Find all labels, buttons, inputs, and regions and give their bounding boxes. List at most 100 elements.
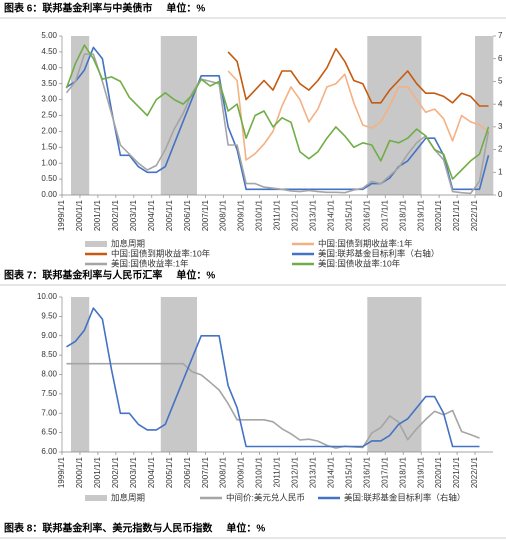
- x-tick-label: 2020/1/1: [434, 456, 443, 488]
- y2-tick-label: 2: [498, 145, 503, 154]
- hike-band: [187, 36, 197, 195]
- hike-band: [160, 36, 171, 195]
- x-tick-label: 2000/1/1: [75, 456, 84, 488]
- legend-swatch: [85, 241, 107, 247]
- y-tick-label: 2.50: [41, 111, 57, 120]
- hike-band: [376, 297, 386, 452]
- legend-label: 加息周期: [111, 238, 145, 248]
- y2-tick-label: 4: [498, 99, 503, 108]
- series-line: [65, 53, 490, 195]
- x-tick-label: 2022/1/1: [470, 456, 479, 488]
- x-tick-label: 2009/1/1: [237, 456, 246, 488]
- x-tick-label: 2006/1/1: [183, 199, 192, 231]
- y-tick-label: 7.00: [41, 408, 57, 417]
- hike-band: [169, 36, 180, 195]
- hike-band: [169, 297, 180, 452]
- header-unit: 单位：%: [166, 2, 205, 15]
- x-tick-label: 2021/1/1: [452, 456, 461, 488]
- x-tick-label: 2020/1/1: [434, 199, 443, 231]
- y2-tick-label: 1: [498, 167, 503, 176]
- x-tick-label: 2010/1/1: [255, 456, 264, 488]
- y-tick-label: 7.50: [41, 389, 57, 398]
- y-tick-label: 3.00: [41, 95, 57, 104]
- y2-tick-label: 6: [498, 54, 503, 63]
- x-tick-label: 2010/1/1: [255, 199, 264, 231]
- x-tick-label: 2001/1/1: [93, 456, 102, 488]
- legend-label: 中间价:美元兑人民币: [226, 492, 305, 502]
- hike-band: [484, 36, 494, 195]
- hike-band: [160, 297, 171, 452]
- hike-band: [412, 36, 422, 195]
- series-line: [65, 44, 490, 180]
- hike-band: [70, 36, 81, 195]
- x-tick-label: 2022/1/1: [470, 199, 479, 231]
- x-tick-label: 2017/1/1: [380, 456, 389, 488]
- x-tick-label: 2016/1/1: [362, 456, 371, 488]
- x-tick-label: 2014/1/1: [326, 456, 335, 488]
- y-tick-label: 6.00: [41, 447, 57, 456]
- x-tick-label: 2002/1/1: [111, 199, 120, 231]
- x-tick-label: 2007/1/1: [201, 456, 210, 488]
- y-tick-label: 5.00: [41, 31, 57, 40]
- hike-band: [403, 297, 413, 452]
- header-title: 图表 7：联邦基金利率与人民币汇率: [4, 269, 162, 282]
- hike-band: [385, 36, 395, 195]
- y-tick-label: 6.50: [41, 428, 57, 437]
- x-tick-label: 2018/1/1: [398, 456, 407, 488]
- hike-band: [376, 36, 386, 195]
- x-tick-label: 2000/1/1: [75, 199, 84, 231]
- header-unit: 单位：%: [226, 522, 265, 535]
- hike-band: [394, 297, 404, 452]
- x-tick-label: 2018/1/1: [398, 199, 407, 231]
- y2-tick-label: 0: [498, 190, 503, 199]
- hike-band: [178, 297, 189, 452]
- y-tick-label: 10.00: [37, 292, 58, 301]
- hike-band: [403, 36, 413, 195]
- hike-band: [79, 297, 90, 452]
- y-tick-label: 4.50: [41, 47, 57, 56]
- y2-tick-label: 7: [498, 31, 503, 40]
- x-tick-label: 2009/1/1: [237, 199, 246, 231]
- series-line: [227, 47, 489, 107]
- x-tick-label: 2008/1/1: [219, 456, 228, 488]
- hike-band: [385, 297, 395, 452]
- hike-band: [412, 297, 422, 452]
- y-tick-label: 1.50: [41, 142, 57, 151]
- x-tick-label: 2012/1/1: [291, 199, 300, 231]
- x-tick-label: 2011/1/1: [273, 456, 282, 487]
- hike-band: [367, 36, 377, 195]
- y2-tick-label: 5: [498, 77, 503, 86]
- legend-label: 美国:国债收益率:1年: [111, 258, 189, 268]
- x-tick-label: 2011/1/1: [273, 199, 282, 230]
- hike-band: [367, 297, 377, 452]
- legend-label: 美国:联邦基金目标利率（右轴）: [318, 248, 439, 258]
- header-title: 图表 8：联邦基金利率、美元指数与人民币指数: [4, 522, 213, 535]
- x-tick-label: 2005/1/1: [165, 456, 174, 488]
- x-tick-label: 2005/1/1: [165, 199, 174, 231]
- x-tick-label: 2021/1/1: [452, 199, 461, 231]
- hike-band: [70, 297, 81, 452]
- y-tick-label: 8.00: [41, 370, 57, 379]
- plot: [65, 36, 494, 195]
- hike-band: [178, 36, 189, 195]
- x-tick-label: 2013/1/1: [309, 456, 318, 488]
- plot: [66, 297, 480, 452]
- x-tick-label: 2006/1/1: [183, 456, 192, 488]
- y-tick-label: 0.00: [41, 190, 57, 199]
- y-tick-label: 3.50: [41, 79, 57, 88]
- y-tick-label: 0.50: [41, 174, 57, 183]
- y-tick-label: 1.00: [41, 158, 57, 167]
- legend-label: 中国:国债到期收益率:10年: [111, 248, 211, 258]
- y2-tick-label: 3: [498, 122, 503, 131]
- x-tick-label: 2015/1/1: [344, 456, 353, 488]
- x-tick-label: 2008/1/1: [219, 199, 228, 231]
- hike-band: [394, 36, 404, 195]
- x-tick-label: 2019/1/1: [416, 199, 425, 231]
- x-tick-label: 2017/1/1: [380, 199, 389, 231]
- x-tick-label: 1999/1/1: [57, 199, 66, 231]
- hike-band: [475, 36, 485, 195]
- x-tick-label: 2007/1/1: [201, 199, 210, 231]
- y-tick-label: 9.50: [41, 311, 57, 320]
- x-tick-label: 2012/1/1: [291, 456, 300, 488]
- legend-label: 中国:国债到期收益率:1年: [318, 238, 413, 248]
